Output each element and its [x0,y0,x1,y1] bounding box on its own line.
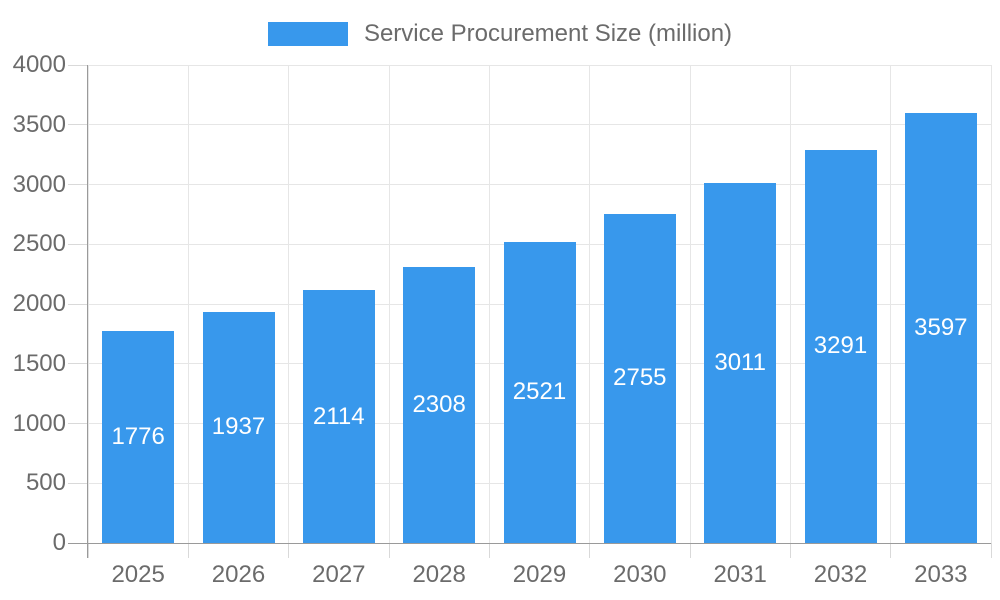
y-axis-tick [68,64,88,66]
bar-value-label: 2521 [512,378,567,406]
y-axis-tick [68,243,88,245]
y-axis-label: 0 [52,529,66,556]
bar-value-label: 1776 [111,422,165,450]
y-axis-tick [68,363,88,365]
x-axis-label: 2025 [111,561,165,588]
x-axis-label: 2029 [512,561,567,588]
bar[interactable]: 2308 [403,267,476,543]
x-axis-tick [187,543,189,558]
x-gridline [187,65,189,543]
x-gridline [689,65,691,543]
bar[interactable]: 3011 [704,183,777,543]
bar[interactable]: 1937 [202,311,275,543]
bar-value-label: 2114 [313,402,365,430]
x-gridline [87,65,89,543]
y-axis-label: 1500 [12,349,66,377]
x-axis-label: 2033 [914,561,968,588]
x-axis-tick [388,543,390,558]
y-axis-label: 3500 [12,110,66,138]
bar-value-label: 3011 [714,349,766,377]
y-gridline [88,124,991,126]
y-axis-label: 500 [25,469,66,497]
x-axis-tick [288,543,290,558]
y-gridline [88,64,991,66]
x-axis-tick [890,543,892,558]
x-gridline [288,65,290,543]
x-axis-label: 2028 [412,561,466,588]
x-axis-label: 2032 [813,561,868,588]
x-gridline [388,65,390,543]
x-gridline [789,65,791,543]
y-axis-tick [68,482,88,484]
bar-value-label: 2308 [412,391,466,419]
bar[interactable]: 3291 [804,149,877,543]
x-gridline [990,65,992,543]
x-axis-label: 2026 [211,561,266,588]
bar-value-label: 1937 [211,413,266,441]
y-axis-label: 4000 [12,51,66,78]
x-axis-label: 2027 [312,561,366,588]
x-axis-tick [87,543,89,558]
x-axis-label: 2031 [713,561,767,588]
y-gridline [88,184,991,185]
y-axis-line [87,65,88,558]
bar[interactable]: 3597 [904,113,977,543]
y-axis-tick [68,423,88,424]
legend-label: Service Procurement Size (million) [363,20,733,47]
bar-value-label: 2755 [613,364,667,392]
y-axis-label: 1000 [12,409,66,437]
bar-value-label: 3291 [813,332,868,360]
y-axis-tick [68,124,88,126]
x-axis-tick [488,543,490,558]
y-axis-label: 2000 [12,290,66,317]
legend[interactable]: Service Procurement Size (million) [0,20,1000,48]
x-gridline [890,65,892,543]
bar[interactable]: 2114 [302,290,375,543]
legend-swatch [267,22,348,46]
bar[interactable]: 1776 [102,330,175,543]
x-axis-tick [689,543,691,558]
x-gridline [589,65,591,543]
bar-value-label: 3597 [914,314,968,342]
bar[interactable]: 2521 [503,241,576,543]
y-axis-tick [68,303,88,305]
x-axis-tick [789,543,791,558]
x-axis-label: 2030 [613,561,667,588]
x-axis-tick [990,543,992,558]
y-axis-tick [68,184,88,185]
x-gridline [488,65,490,543]
bar[interactable]: 2755 [603,213,676,543]
y-axis-label: 3000 [12,170,66,198]
x-axis-line [68,542,991,544]
x-axis-tick [589,543,591,558]
y-axis-label: 2500 [12,230,66,258]
